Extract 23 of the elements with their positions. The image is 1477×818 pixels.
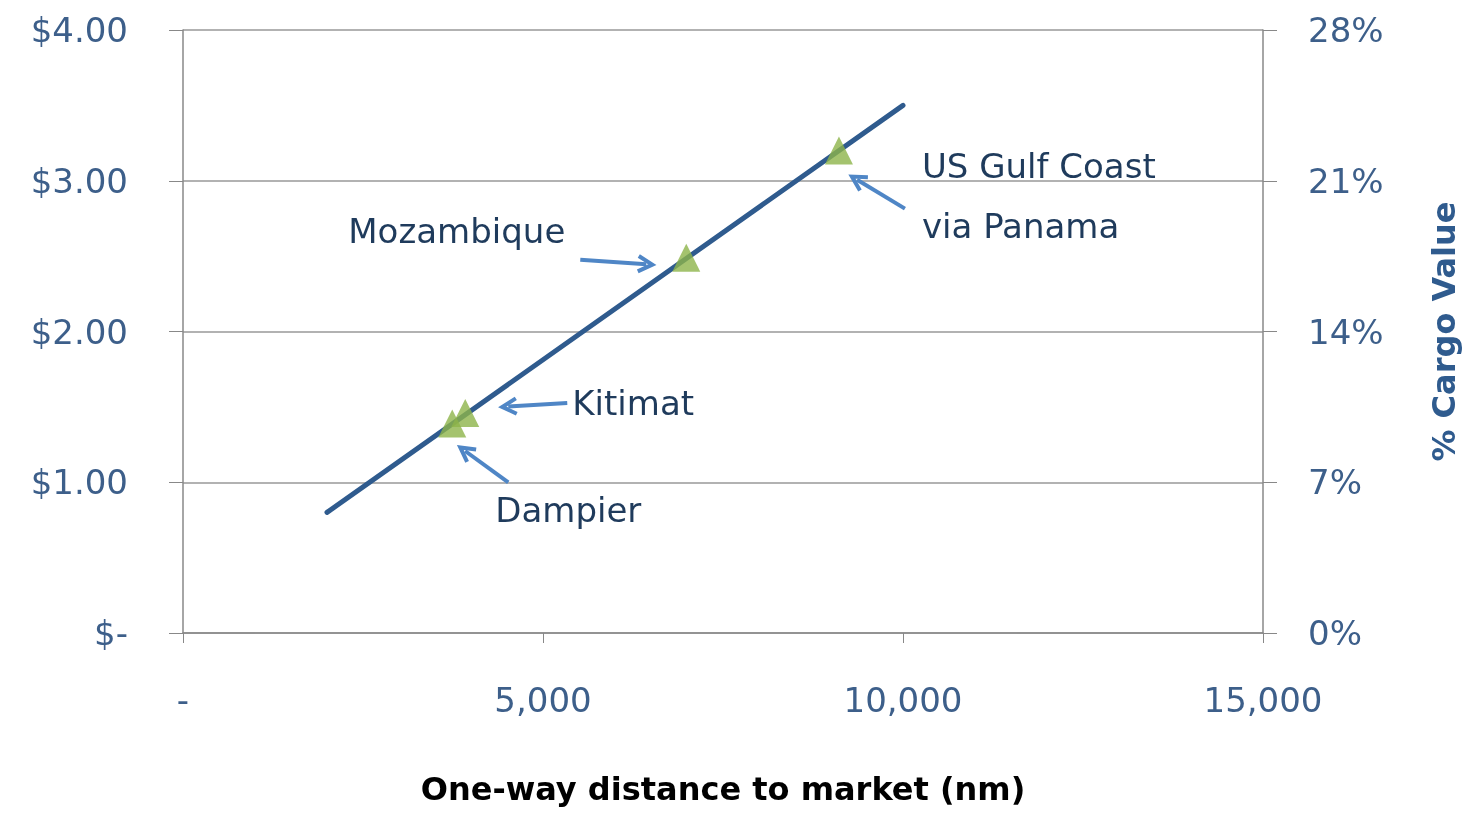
point [824,136,853,165]
point [451,398,480,427]
annotation: Dampier [495,490,642,531]
y-tick-label: $- [94,613,128,653]
y2-tick-label: 28% [1308,10,1384,50]
y2-axis-title: % Cargo Value [1425,201,1463,462]
y2-tick-label: 0% [1308,613,1362,653]
y-tick-label: $3.00 [30,160,128,201]
x-tick-label: 15,000 [1203,680,1323,720]
y-tick-label: $2.00 [30,311,128,352]
y-tick-label: $1.00 [30,462,128,503]
x-tick-label: 5,000 [494,680,592,720]
point [672,243,701,272]
y2-tick-label: 7% [1308,462,1362,503]
x-tick-label: 10,000 [843,680,963,720]
y2-tick-label: 14% [1308,311,1384,352]
y-tick-label: $4.00 [30,10,128,50]
x-tick-label: - [176,680,190,720]
y2-tick-label: 21% [1308,160,1384,201]
annotation: US Gulf Coast via Panama [921,145,1156,246]
annotation: Mozambique [348,210,566,251]
annotation: Kitimat [572,382,695,423]
x-axis-title: One-way distance to market (nm) [420,770,1026,808]
